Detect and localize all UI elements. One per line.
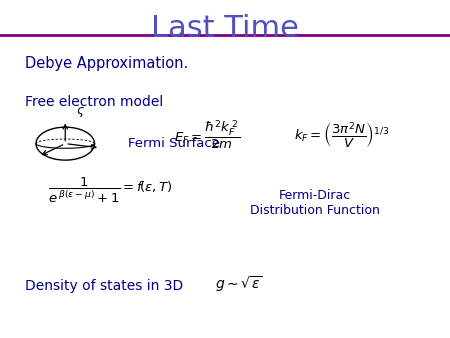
- Text: $E_F = \dfrac{\hbar^2 k_F^{\;2}}{2m}$: $E_F = \dfrac{\hbar^2 k_F^{\;2}}{2m}$: [174, 119, 240, 152]
- Text: Fermi-Dirac
Distribution Function: Fermi-Dirac Distribution Function: [250, 189, 380, 217]
- Text: $k_F = \left(\dfrac{3\pi^2 N}{V}\right)^{1/3}$: $k_F = \left(\dfrac{3\pi^2 N}{V}\right)^…: [294, 121, 390, 150]
- Text: $g \sim \sqrt{\varepsilon}$: $g \sim \sqrt{\varepsilon}$: [215, 274, 262, 294]
- Text: Last Time: Last Time: [151, 14, 299, 43]
- Text: Free electron model: Free electron model: [25, 95, 163, 108]
- Text: Fermi Surface: Fermi Surface: [128, 137, 220, 150]
- Text: $\dfrac{1}{e^{\,\beta(\varepsilon-\mu)}+1} = f\!\left(\varepsilon,T\right)$: $\dfrac{1}{e^{\,\beta(\varepsilon-\mu)}+…: [48, 176, 172, 206]
- Text: Density of states in 3D: Density of states in 3D: [25, 279, 183, 293]
- Text: Debye Approximation.: Debye Approximation.: [25, 56, 188, 71]
- Text: $\varsigma$: $\varsigma$: [76, 105, 86, 119]
